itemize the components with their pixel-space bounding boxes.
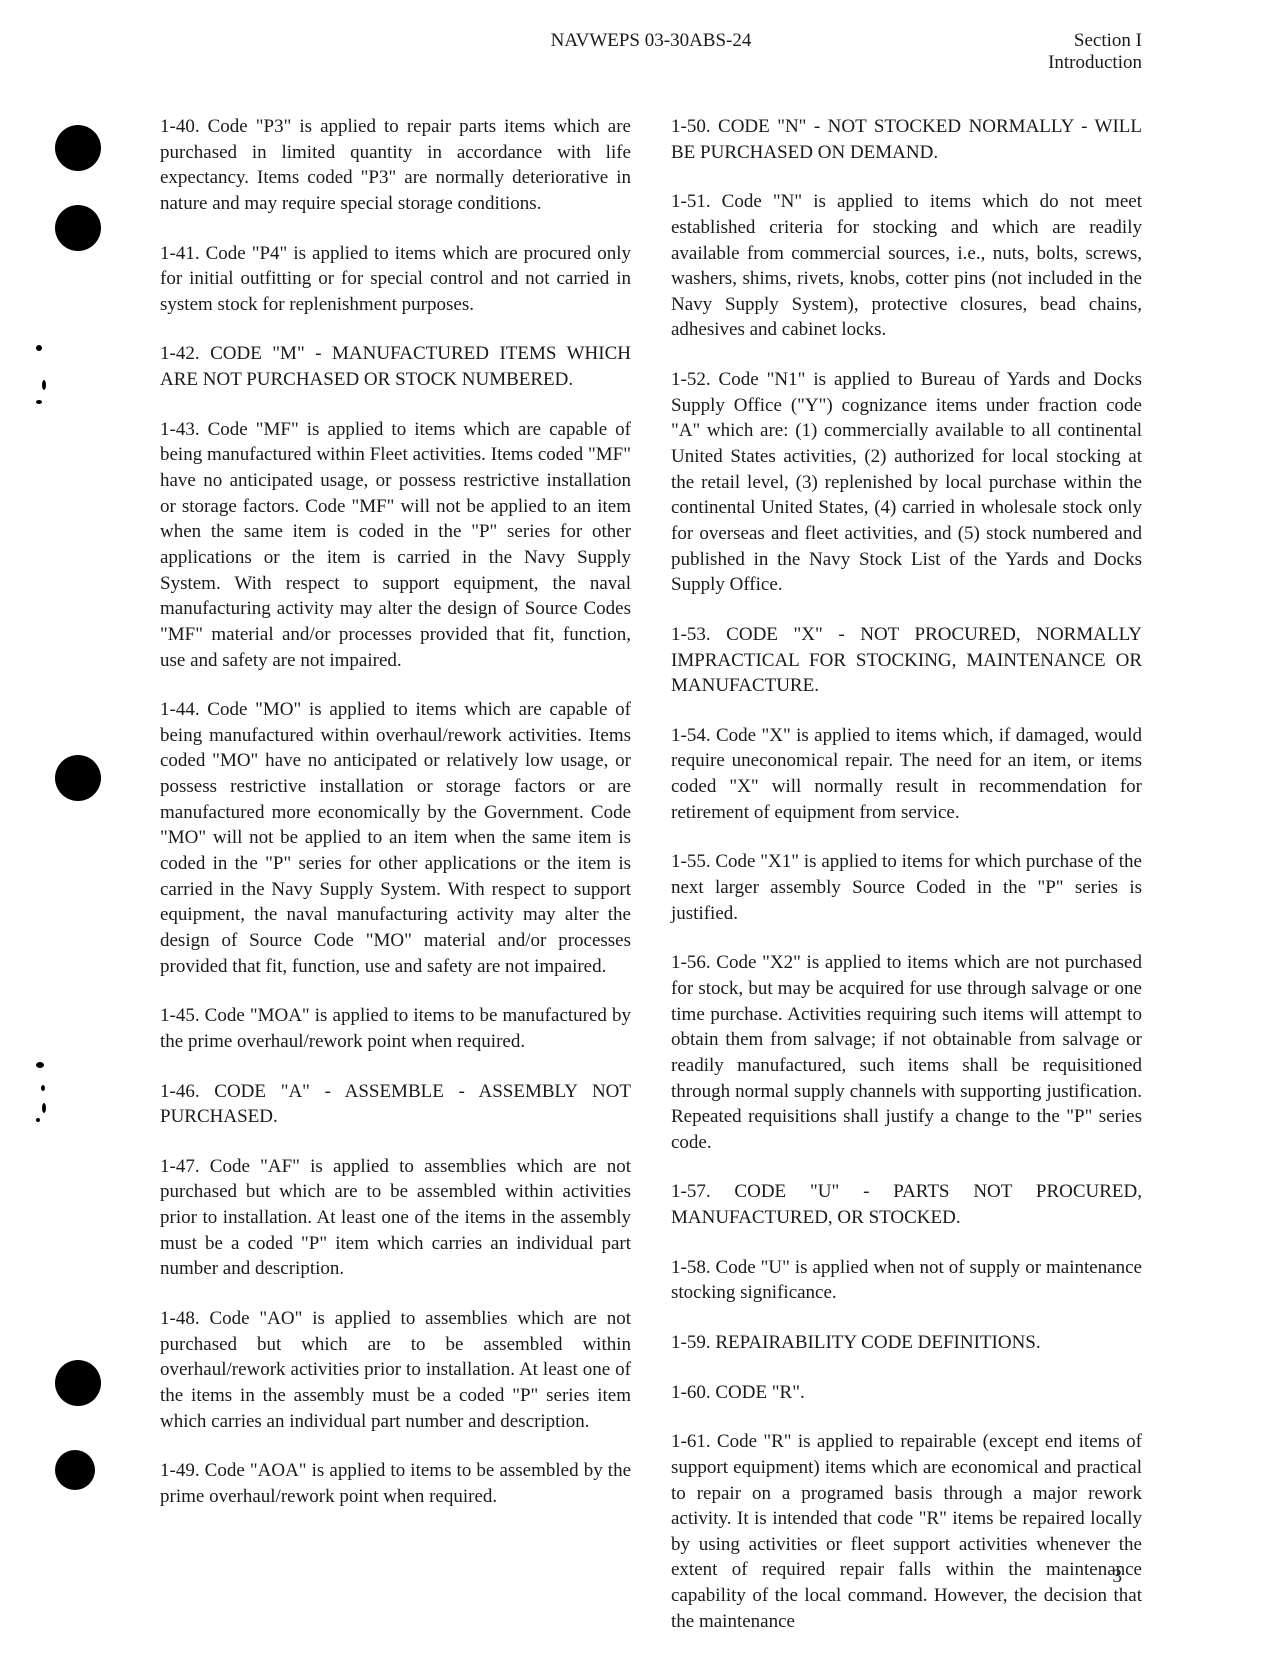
paragraph-1-41: 1-41. Code "P4" is applied to items whic… [160, 241, 631, 318]
scan-artifact [42, 1103, 46, 1113]
scan-artifact [36, 1118, 40, 1122]
scan-artifact [42, 380, 46, 390]
scan-artifact [36, 345, 42, 351]
paragraph-1-51: 1-51. Code "N" is applied to items which… [671, 189, 1142, 343]
heading-1-50: 1-50. CODE "N" - NOT STOCKED NORMALLY - … [671, 114, 1142, 165]
paragraph-1-52: 1-52. Code "N1" is applied to Bureau of … [671, 367, 1142, 598]
page-number: 3 [1113, 1566, 1123, 1588]
text-columns: 1-40. Code "P3" is applied to repair par… [60, 114, 1202, 1658]
paragraph-1-49: 1-49. Code "AOA" is applied to items to … [160, 1458, 631, 1509]
paragraph-1-56: 1-56. Code "X2" is applied to items whic… [671, 950, 1142, 1155]
heading-1-42: 1-42. CODE "M" - MANUFACTURED ITEMS WHIC… [160, 341, 631, 392]
paragraph-1-43: 1-43. Code "MF" is applied to items whic… [160, 417, 631, 673]
page-header: NAVWEPS 03-30ABS-24 Section I Introducti… [60, 30, 1202, 74]
paragraph-1-44: 1-44. Code "MO" is applied to items whic… [160, 697, 631, 979]
heading-1-60: 1-60. CODE "R". [671, 1380, 1142, 1406]
heading-1-57: 1-57. CODE "U" - PARTS NOT PROCURED, MAN… [671, 1179, 1142, 1230]
document-page: NAVWEPS 03-30ABS-24 Section I Introducti… [60, 30, 1202, 1608]
paragraph-1-47: 1-47. Code "AF" is applied to assemblies… [160, 1154, 631, 1282]
scan-artifact [36, 400, 42, 404]
paragraph-1-61: 1-61. Code "R" is applied to repairable … [671, 1429, 1142, 1634]
heading-1-46: 1-46. CODE "A" - ASSEMBLE - ASSEMBLY NOT… [160, 1079, 631, 1130]
heading-1-59: 1-59. REPAIRABILITY CODE DEFINITIONS. [671, 1330, 1142, 1356]
section-subtitle: Introduction [942, 52, 1142, 74]
document-id: NAVWEPS 03-30ABS-24 [360, 30, 942, 74]
paragraph-1-54: 1-54. Code "X" is applied to items which… [671, 723, 1142, 826]
scan-artifact [36, 1062, 44, 1068]
paragraph-1-58: 1-58. Code "U" is applied when not of su… [671, 1255, 1142, 1306]
left-column: 1-40. Code "P3" is applied to repair par… [160, 114, 631, 1658]
heading-1-53: 1-53. CODE "X" - NOT PROCURED, NORMALLY … [671, 622, 1142, 699]
scan-artifact [41, 1085, 45, 1091]
right-column: 1-50. CODE "N" - NOT STOCKED NORMALLY - … [671, 114, 1142, 1658]
paragraph-1-40: 1-40. Code "P3" is applied to repair par… [160, 114, 631, 217]
section-title: Section I [942, 30, 1142, 52]
paragraph-1-45: 1-45. Code "MOA" is applied to items to … [160, 1003, 631, 1054]
paragraph-1-55: 1-55. Code "X1" is applied to items for … [671, 849, 1142, 926]
paragraph-1-48: 1-48. Code "AO" is applied to assemblies… [160, 1306, 631, 1434]
section-header: Section I Introduction [942, 30, 1142, 74]
